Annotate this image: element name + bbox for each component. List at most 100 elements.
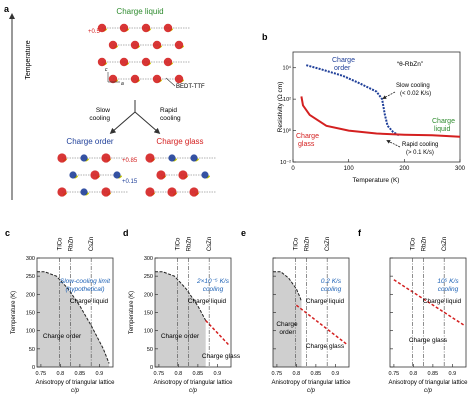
phase-ytick-label: 100	[144, 329, 153, 335]
phase-xtick-label: 0.8	[293, 371, 301, 377]
phase-xtick-label: 0.9	[449, 371, 457, 377]
molecule-site	[97, 23, 107, 33]
molecule-site	[174, 40, 184, 50]
rapid-arrow	[134, 111, 161, 134]
b-rapid-arrow	[386, 140, 401, 148]
molecule-label: BEDT-TTF	[176, 84, 205, 90]
phase-xlabel-unit: c/p	[424, 388, 433, 394]
lattice-axis-c: c	[105, 67, 108, 73]
charge-glass-label: Charge glass	[409, 337, 448, 344]
molecule-site	[156, 170, 166, 180]
b-ytick-label: 10⁰	[283, 128, 292, 135]
phase-panel-e: e TlCo RbZn CsZn 0.75 0.8 0.85 0.9 Anisotropy of…	[241, 228, 351, 394]
molecule-site	[168, 154, 176, 162]
molecule-site	[145, 187, 155, 197]
phase-ytick-label: 250	[26, 274, 35, 280]
panel-letter-f: f	[358, 228, 362, 238]
rapid-cooling-curve	[300, 96, 461, 138]
compound-label-cszn: CsZn	[89, 237, 95, 251]
phase-xlabel: Anisotropy of triangular lattice	[153, 380, 233, 386]
charge-rich-value: +0.85	[122, 158, 138, 164]
charge-glass-label: Charge glass	[306, 343, 345, 350]
lattice-axis-a: a	[121, 81, 124, 87]
charge-order-region	[37, 271, 110, 367]
molecule-site	[201, 171, 209, 179]
charge-order-label: Charge order	[43, 333, 82, 340]
phase-xtick-label: 0.75	[272, 371, 283, 377]
charge-order-label: Charge order	[161, 333, 200, 340]
panel-letter-c: c	[5, 228, 10, 238]
panel-letter-a: a	[4, 4, 10, 14]
molecule-site	[178, 170, 188, 180]
charge-glass-line	[393, 279, 465, 326]
phase-panel-d: d TlCo RbZn CsZn 0.75 0.8 0.85 0.9 0 50 100 150 200 2…	[123, 228, 241, 394]
b-slow-label-1: Slow cooling	[396, 83, 430, 89]
panel-letter-b: b	[262, 32, 268, 42]
molecule-site	[145, 153, 155, 163]
molecule-site	[152, 74, 162, 84]
phase-ytick-label: 100	[26, 329, 35, 335]
phase-xtick-label: 0.75	[154, 371, 165, 377]
charge-order-label-2: order	[279, 329, 295, 336]
phase-xtick-label: 0.8	[57, 371, 65, 377]
molecule-site	[119, 23, 129, 33]
b-ytick-label: 10⁻²	[280, 160, 291, 166]
cooling-annotation-1: 2×10⁻⁵ K/s	[196, 278, 230, 285]
phase-xtick-label: 0.9	[96, 371, 104, 377]
compound-label-tlco: TlCo	[58, 237, 64, 250]
molecule-site	[97, 57, 107, 67]
phase-xtick-label: 0.75	[36, 371, 47, 377]
temperature-axis-label: Temperature	[25, 40, 32, 79]
b-charge-order-label-1: Charge	[332, 57, 355, 64]
b-xtick-label: 0	[291, 166, 295, 172]
b-xtick-label: 200	[399, 166, 410, 172]
compound-label-rbzn: RbZn	[305, 237, 311, 252]
charge-liquid-label: Charge liquid	[423, 298, 462, 305]
charge-order-boundary	[37, 271, 110, 364]
phase-xlabel: Anisotropy of triangular lattice	[35, 380, 115, 386]
phase-xlabel-unit: c/p	[307, 388, 316, 394]
phase-panel-c: c TlCo RbZn CsZn 0.75 0.8 0.85 0.9 0 50 100 150 200 2…	[5, 228, 115, 394]
b-charge-glass-label-2: glass	[298, 141, 315, 148]
phase-xlabel-unit: c/p	[71, 388, 80, 394]
molecule-site	[101, 187, 111, 197]
compound-label-cszn: CsZn	[442, 237, 448, 251]
molecule-pointer	[165, 77, 176, 87]
charge-glass-line	[205, 319, 230, 346]
cooling-annotation-1: Slow-cooling limit	[60, 278, 111, 285]
charge-order-region	[155, 271, 206, 367]
b-charge-liquid-label-1: Charge	[432, 118, 455, 125]
molecule-site	[167, 187, 177, 197]
b-charge-glass-label-1: Charge	[296, 133, 319, 140]
phase-ytick-label: 300	[144, 256, 153, 262]
charge-liquid-state-label: Charge liquid	[116, 7, 163, 16]
phase-xtick-label: 0.85	[311, 371, 322, 377]
phase-xlabel: Anisotropy of triangular lattice	[271, 380, 351, 386]
panel-b-frame	[292, 51, 461, 163]
panel-letter-d: d	[123, 228, 129, 238]
phase-ytick-label: 0	[32, 365, 35, 371]
molecule-site	[108, 74, 118, 84]
panel-b-ticks: 0 100 200 300 10⁻² 10⁰ 10² 10⁴	[280, 65, 466, 172]
cooling-annotation-1: 10⁵ K/s	[437, 278, 459, 285]
b-slow-arrow	[382, 91, 396, 99]
molecule-site	[69, 171, 77, 179]
compound-label-cszn: CsZn	[325, 237, 331, 251]
compound-label-tlco: TlCo	[176, 237, 182, 250]
compound-label-tlco: TlCo	[294, 237, 300, 250]
molecule-site	[190, 154, 198, 162]
phase-ytick-label: 150	[26, 311, 35, 317]
charge-order-boundary	[273, 271, 302, 302]
charge-glass-line	[295, 304, 348, 346]
phase-ytick-label: 50	[147, 347, 153, 353]
charge-order-region	[273, 271, 302, 367]
charge-glass-lattice	[145, 153, 216, 197]
molecule-site	[80, 188, 88, 196]
charge-order-label-1: Charge	[276, 321, 298, 328]
phase-ylabel: Temperature (K)	[11, 291, 17, 334]
slow-cooling-label-1: Slow	[96, 107, 110, 114]
compound-label: “θ-RbZn”	[397, 61, 423, 68]
phase-diagram-panels: c TlCo RbZn CsZn 0.75 0.8 0.85 0.9 0 50 100 150 200 2…	[5, 228, 468, 394]
molecule-site	[174, 74, 184, 84]
slow-cooling-label-2: cooling	[89, 115, 110, 122]
